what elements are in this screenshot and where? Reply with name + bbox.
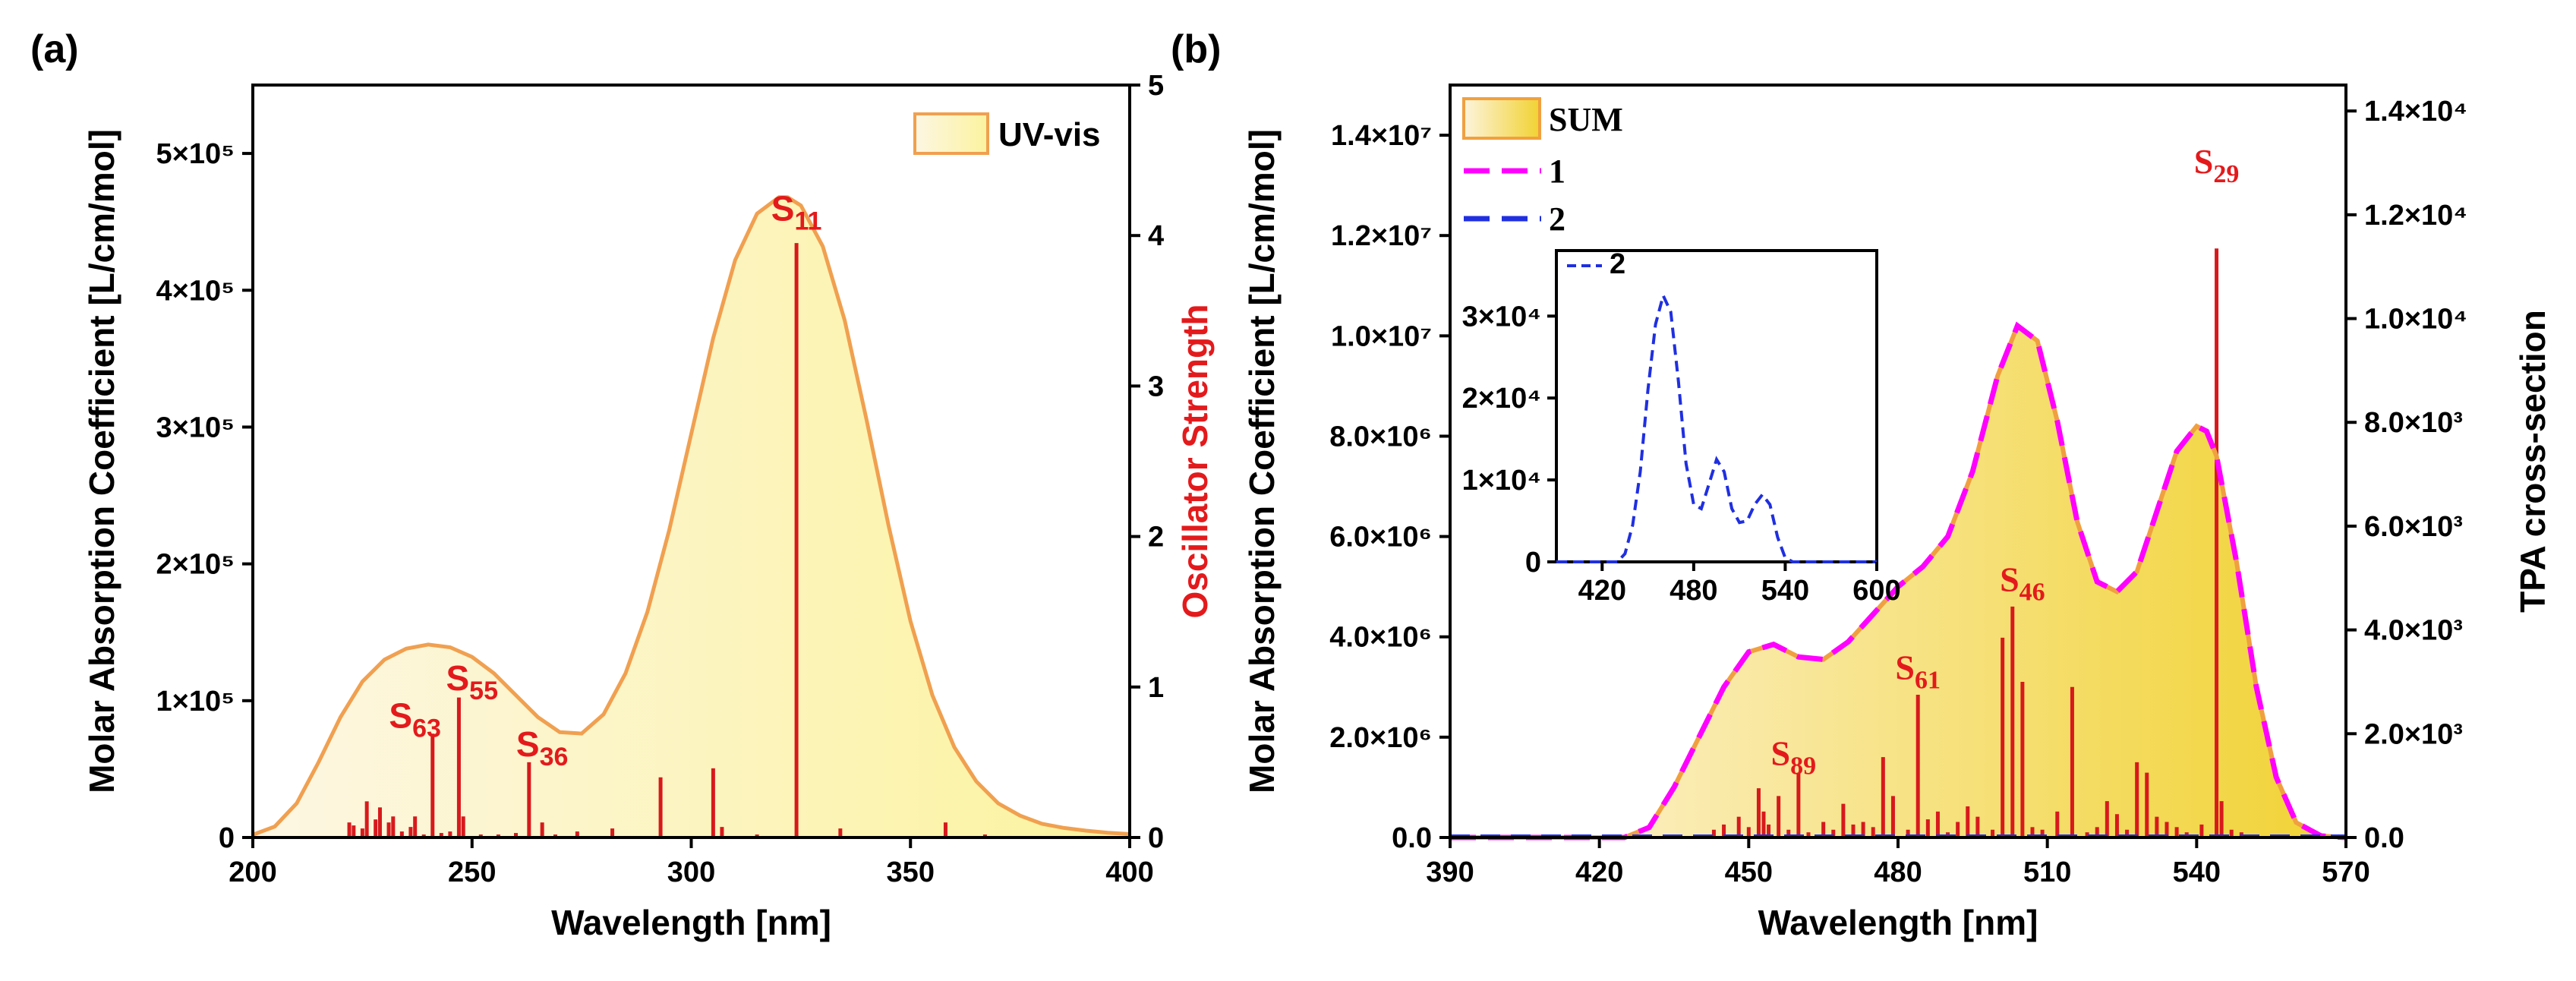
inset-frame: [1555, 249, 1878, 563]
inset-y-tick-label: 0: [1525, 547, 1541, 579]
series-line-uv-vis: [252, 195, 1130, 837]
y2-tick-label: 0.0: [2364, 822, 2404, 854]
y-tick-label: 5×10⁵: [156, 138, 235, 170]
annotation-subscript: 89: [1790, 752, 1816, 780]
state-annotation: S29: [2194, 142, 2240, 188]
inset-y-tick-label: 2×10⁴: [1462, 383, 1541, 415]
legend-label-1: 1: [1549, 153, 1565, 190]
y-tick-label: 1.4×10⁷: [1331, 120, 1432, 152]
x-tick-label: 200: [229, 856, 276, 888]
y-axis-title: Molar Absorption Coefficient [L/cm/mol]: [1242, 129, 1282, 793]
annotation-subscript: 63: [412, 714, 441, 743]
y2-axis-title: TPA cross-section: [2513, 310, 2552, 613]
state-annotation: S36: [516, 724, 569, 771]
annotation-letter: S: [2000, 560, 2019, 598]
y-tick-label: 0.0: [1392, 822, 1432, 854]
y-tick-label: 0: [219, 822, 235, 854]
annotation-letter: S: [771, 188, 795, 228]
y2-tick-label: 4: [1148, 220, 1164, 252]
x-tick-label: 540: [2173, 856, 2221, 888]
y2-tick-label: 6.0×10³: [2364, 511, 2463, 543]
x-tick-label: 510: [2023, 856, 2071, 888]
y-tick-label: 2.0×10⁶: [1329, 722, 1432, 754]
inset-legend-label: 2: [1610, 248, 1625, 280]
y2-tick-label: 8.0×10³: [2364, 407, 2463, 439]
x-tick-label: 420: [1575, 856, 1623, 888]
x-tick-label: 390: [1426, 856, 1474, 888]
state-annotation: S63: [389, 696, 441, 743]
annotation-subscript: 46: [2019, 578, 2045, 606]
y2-tick-label: 5: [1148, 70, 1164, 102]
y2-tick-label: 2: [1148, 522, 1164, 554]
annotation-letter: S: [1895, 648, 1915, 687]
state-annotation: S61: [1895, 648, 1941, 695]
chart-b: 390 420 450 480 510 540 5700.02.0×10⁶4.0×10⁶6.…: [1171, 27, 2552, 942]
inset-y-tick-label: 1×10⁴: [1462, 465, 1541, 497]
y2-tick-label: 3: [1148, 371, 1164, 402]
panel-label: (b): [1171, 27, 1221, 71]
y2-tick-label: 1.2×10⁴: [2364, 200, 2467, 232]
state-annotation: S11: [771, 188, 822, 235]
y-tick-label: 1×10⁵: [156, 686, 235, 718]
y2-tick-label: 2.0×10³: [2364, 718, 2463, 750]
annotation-letter: S: [2194, 142, 2214, 181]
annotation-letter: S: [1771, 733, 1791, 772]
y-tick-label: 6.0×10⁶: [1329, 522, 1432, 554]
legend-swatch-sum: [1462, 97, 1541, 140]
y-tick-label: 1.0×10⁷: [1331, 320, 1432, 352]
x-axis-title: Wavelength [nm]: [1758, 903, 2038, 942]
legend-swatch-uv-vis: [913, 112, 989, 155]
series-area-sum: [1450, 326, 2346, 838]
state-annotation: S55: [446, 658, 498, 705]
annotation-letter: S: [516, 724, 540, 764]
annotation-subscript: 29: [2213, 160, 2239, 188]
annotation-letter: S: [446, 658, 469, 698]
series-area-uv-vis: [253, 197, 1130, 837]
y2-tick-label: 4.0×10³: [2364, 615, 2463, 647]
x-tick-label: 480: [1874, 856, 1922, 888]
annotation-subscript: 55: [469, 677, 498, 705]
series-line-1: [1450, 321, 2347, 841]
x-tick-label: 300: [667, 856, 715, 888]
panel-label: (a): [30, 27, 79, 71]
y-tick-label: 4.0×10⁶: [1329, 622, 1432, 654]
y2-tick-label: 0: [1148, 822, 1164, 854]
annotation-letter: S: [389, 696, 412, 735]
x-tick-label: 250: [448, 856, 496, 888]
annotation-subscript: 61: [1915, 667, 1941, 695]
x-axis-title: Wavelength [nm]: [551, 903, 831, 942]
x-tick-label: 400: [1105, 856, 1153, 888]
y-tick-label: 2×10⁵: [156, 549, 235, 581]
y-tick-label: 8.0×10⁶: [1329, 421, 1432, 453]
y-tick-label: 4×10⁵: [156, 275, 235, 307]
state-annotation: S89: [1771, 733, 1817, 780]
annotation-subscript: 11: [794, 207, 821, 235]
inset-x-tick-label: 480: [1670, 575, 1717, 607]
inset-y-tick-label: 3×10⁴: [1462, 301, 1541, 333]
x-tick-label: 350: [887, 856, 935, 888]
legend-label-sum: SUM: [1549, 101, 1623, 138]
inset-series-2: [1556, 291, 1877, 563]
x-tick-label: 570: [2322, 856, 2369, 888]
inset-x-tick-label: 420: [1578, 575, 1626, 607]
legend-label-uv-vis: UV-vis: [998, 116, 1101, 153]
y2-tick-label: 1.0×10⁴: [2364, 304, 2467, 336]
annotation-subscript: 36: [540, 743, 569, 771]
legend-label-2: 2: [1549, 200, 1565, 238]
y-tick-label: 3×10⁵: [156, 412, 235, 443]
y-axis-title: Molar Absorption Coefficient [L/cm/mol]: [82, 129, 121, 793]
y2-tick-label: 1.4×10⁴: [2364, 96, 2467, 128]
state-annotation: S46: [2000, 560, 2045, 606]
y2-axis-title: Oscillator Strength: [1175, 304, 1215, 618]
inset-x-tick-label: 600: [1852, 575, 1900, 607]
y-tick-label: 1.2×10⁷: [1331, 220, 1432, 252]
chart-a: 200 250 300 350 40001×10⁵2×10⁵3×10⁵4×10⁵5×10…: [30, 27, 1215, 942]
inset-x-tick-label: 540: [1761, 575, 1809, 607]
y2-tick-label: 1: [1148, 672, 1164, 704]
x-tick-label: 450: [1725, 856, 1773, 888]
